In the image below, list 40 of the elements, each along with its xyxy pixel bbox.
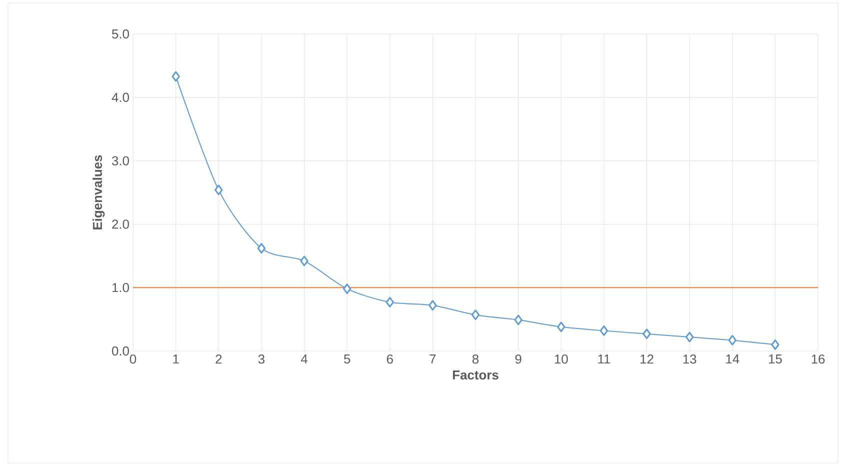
y-tick-label: 3.0 [112,156,129,166]
x-axis-title: Factors [452,370,498,380]
point [300,256,308,266]
x-tick-label: 3 [258,354,264,364]
point [342,284,352,294]
x-tick-label: 6 [386,354,393,364]
x-tick-label: 1 [173,354,179,364]
x-tick-label: 8 [472,354,479,364]
x-tick-label: 5 [344,354,350,364]
point [172,71,180,82]
y-tick-label: 2.0 [112,220,129,229]
y-tick-label: 1.0 [112,282,129,292]
x-tick-label: 0 [130,354,136,364]
point [471,310,480,320]
x-tick-label: 9 [515,354,522,364]
point [514,314,522,326]
point [642,328,651,340]
point [214,184,223,196]
y-axis-title: Eigenvalues [92,155,105,230]
point [685,332,694,342]
point [728,334,736,346]
y-tick-label: 0.0 [112,346,129,356]
y-tick-label: 5.0 [112,29,129,39]
x-tick-label: 15 [768,354,782,364]
point [386,296,394,308]
point [771,339,780,350]
x-tick-label: 2 [216,354,222,364]
y-tick-label: 4.0 [112,92,129,102]
x-tick-label: 7 [430,354,436,364]
point [600,325,608,336]
x-tick-label: 14 [726,354,740,364]
x-tick-label: 11 [598,354,610,364]
x-tick-label: 4 [300,354,308,364]
x-tick-label: 16 [812,354,825,364]
point [257,243,266,254]
point [428,300,437,311]
x-tick-label: 10 [554,354,568,364]
point [557,322,566,332]
x-tick-label: 12 [640,354,654,364]
x-tick-label: 13 [683,354,696,364]
